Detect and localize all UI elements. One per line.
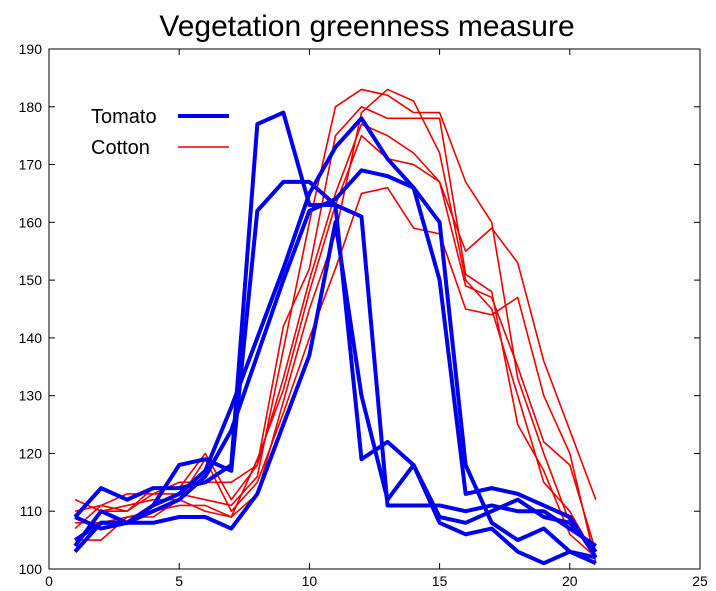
y-tick-label: 110 <box>20 503 43 519</box>
y-tick-label: 150 <box>19 272 43 288</box>
y-tick-label: 100 <box>19 561 43 577</box>
y-tick-label: 180 <box>19 99 43 115</box>
cotton-series-line-9 <box>75 186 597 564</box>
y-tick-label: 190 <box>19 41 43 57</box>
x-tick-label: 5 <box>175 573 183 589</box>
legend-label-tomato: Tomato <box>91 106 157 128</box>
x-tick-label: 20 <box>562 573 578 589</box>
axis-ticks: 0 5 10 15 20 25 100 110 120 130 140 150 160 170 180 190 <box>19 41 708 589</box>
x-tick-label: 10 <box>302 573 318 589</box>
x-tick-label: 15 <box>432 573 448 589</box>
x-tick-label: 25 <box>692 573 708 589</box>
y-tick-label: 140 <box>19 330 43 346</box>
y-tick-label: 160 <box>19 214 43 230</box>
tomato-series-line-5 <box>73 220 598 554</box>
y-tick-label: 170 <box>19 157 43 173</box>
legend: Tomato Cotton <box>91 106 229 159</box>
cotton-series-line-6 <box>74 123 597 513</box>
y-tick-label: 130 <box>19 388 43 404</box>
cotton-series-line-7 <box>74 88 597 553</box>
x-tick-label: 0 <box>45 573 53 589</box>
series-layer <box>73 88 598 566</box>
plot-frame <box>48 48 701 570</box>
tomato-series-line-1 <box>73 110 597 548</box>
tomato-series-line-3 <box>74 116 597 560</box>
tomato-series-line-4 <box>73 168 598 559</box>
legend-label-cotton: Cotton <box>91 137 150 159</box>
tomato-series-line-2 <box>73 179 597 566</box>
chart-title: Vegetation greenness measure <box>159 10 574 43</box>
y-tick-label: 120 <box>19 445 43 461</box>
